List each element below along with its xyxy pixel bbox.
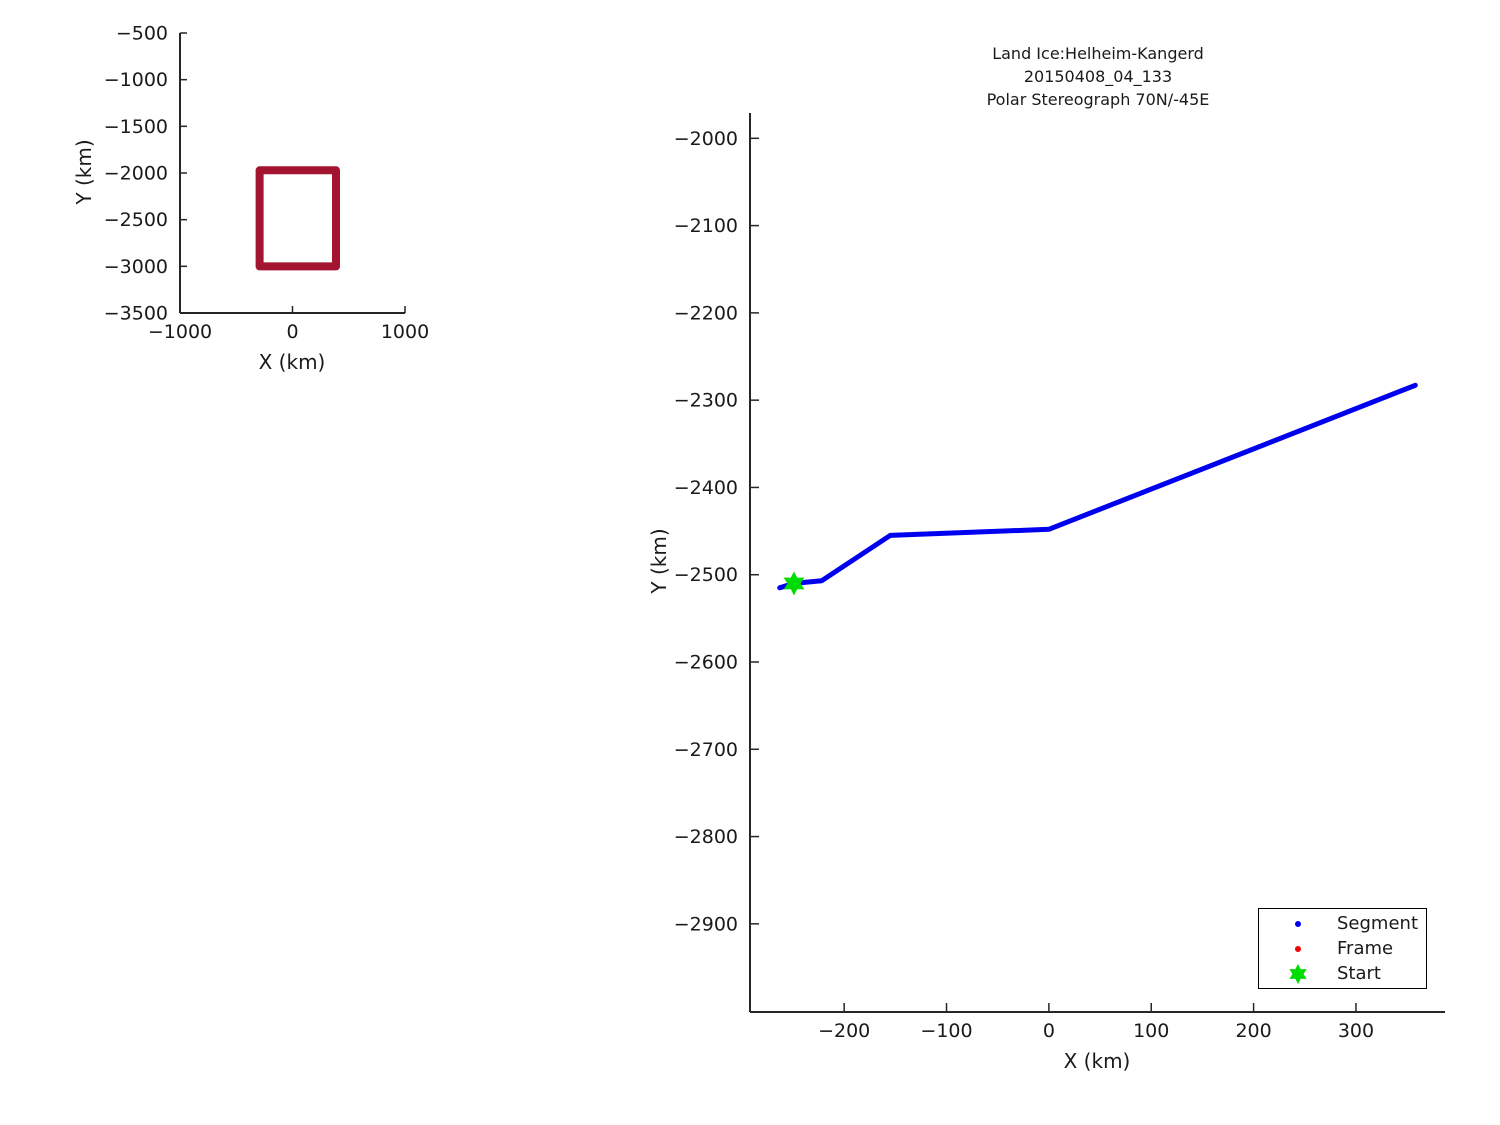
ground-track-y-tick-label: −2200 [674, 302, 738, 324]
ground-track-y-tick-label: −2700 [674, 739, 738, 761]
overview-y-tick-label: −2500 [104, 209, 168, 231]
overview-x-tick-label: 0 [286, 321, 298, 343]
overview-series-main-view-extent-box [255, 166, 340, 271]
ground-track-y-tick-label: −2600 [674, 652, 738, 674]
overview-x-tick-label: −1000 [148, 321, 212, 343]
overview-y-tick-label: −3500 [104, 303, 168, 325]
frame-dot-icon [1295, 945, 1301, 952]
ground-track-x-tick-label: −200 [818, 1020, 870, 1042]
overview-y-tick-label: −3000 [104, 256, 168, 278]
legend-label-start: Start [1337, 963, 1381, 984]
ground-track-y-tick-label: −2500 [674, 564, 738, 586]
overview-x-tick-label: 1000 [381, 321, 429, 343]
ground-track-y-tick-label: −2400 [674, 477, 738, 499]
legend: Segment Frame Start [1258, 908, 1427, 989]
title-line-3: Polar Stereograph 70N/-45E [986, 90, 1210, 109]
ground-track-y-tick-label: −2300 [674, 390, 738, 412]
ground-track-y-tick-label: −2900 [674, 913, 738, 935]
overview-y-tick-label: −1500 [104, 116, 168, 138]
legend-label-segment: Segment [1337, 913, 1418, 934]
ground-track-x-tick-label: −100 [920, 1020, 972, 1042]
legend-item-frame: Frame [1259, 936, 1426, 961]
ground-track-x-tick-label: 300 [1338, 1020, 1374, 1042]
ground-track-y-tick-label: −2800 [674, 826, 738, 848]
ground-track-y-tick-label: −2100 [674, 215, 738, 237]
overview-y-axis-label: Y (km) [72, 139, 96, 205]
main-plot-title: Land Ice:Helheim-Kangerd 20150408_04_133… [848, 42, 1348, 111]
title-line-1: Land Ice:Helheim-Kangerd [992, 44, 1204, 63]
ground-track-start-marker [783, 571, 805, 596]
overview-y-tick-label: −2000 [104, 163, 168, 185]
start-hexagram-icon [1289, 963, 1307, 984]
main-y-axis-label: Y (km) [647, 528, 671, 594]
legend-item-segment: Segment [1259, 911, 1426, 936]
legend-label-frame: Frame [1337, 938, 1394, 959]
segment-dot-icon [1295, 920, 1301, 927]
main-x-axis-label: X (km) [1063, 1049, 1131, 1073]
ground-track-y-tick-label: −2000 [674, 128, 738, 150]
title-line-2: 20150408_04_133 [1023, 67, 1173, 86]
overview-x-axis-label: X (km) [258, 350, 326, 374]
ground-track-x-tick-label: 200 [1235, 1020, 1271, 1042]
ground-track-x-tick-label: 0 [1043, 1020, 1055, 1042]
overview-y-tick-label: −500 [116, 23, 168, 45]
ground-track-x-tick-label: 100 [1133, 1020, 1169, 1042]
legend-item-start: Start [1259, 961, 1426, 986]
overview-y-tick-label: −1000 [104, 69, 168, 91]
ground-track-series-segment [777, 382, 1418, 591]
